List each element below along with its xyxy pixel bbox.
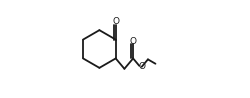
- Text: O: O: [112, 17, 119, 26]
- Text: O: O: [130, 37, 136, 46]
- Text: O: O: [138, 62, 145, 71]
